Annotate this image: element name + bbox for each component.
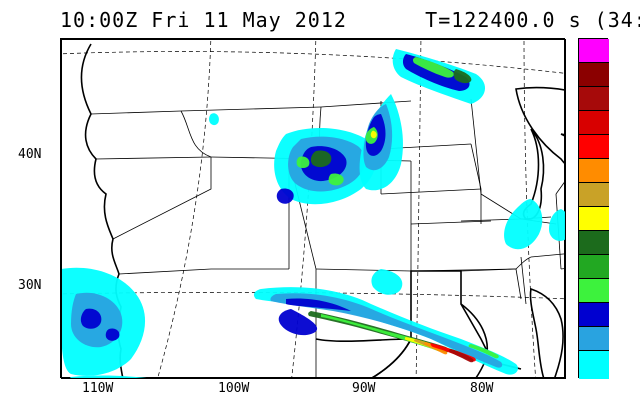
lon-label-110w: 110W <box>82 381 113 396</box>
legend-cell-13 <box>579 351 609 379</box>
precip-region-nw-light <box>209 113 219 125</box>
lake-superior-huron-outline <box>516 88 566 179</box>
state-border-mt-id <box>181 107 321 111</box>
map-frame[interactable] <box>60 38 565 378</box>
legend-cell-10 <box>579 279 609 303</box>
state-border-ne-ks <box>411 221 491 224</box>
state-border-mt-nd <box>321 101 411 107</box>
legend-cell-0 <box>579 39 609 63</box>
grid-line-lon1 <box>156 39 211 379</box>
legend-cell-4 <box>579 135 609 159</box>
state-border-ca-az <box>119 269 211 274</box>
state-border-tn-ky <box>531 251 566 257</box>
legend-cell-7 <box>579 207 609 231</box>
state-border-wa-or <box>91 111 181 114</box>
precip-region-diagonal-line-north <box>360 49 485 190</box>
legend-cell-9 <box>579 255 609 279</box>
state-border-sd-ne <box>381 189 481 194</box>
legend-cell-3 <box>579 111 609 135</box>
legend-cell-2 <box>579 87 609 111</box>
lat-label-30n: 30N <box>18 278 41 293</box>
lat-label-40n: 40N <box>18 147 41 162</box>
state-border-mn-wi <box>471 99 481 194</box>
legend-cell-1 <box>579 63 609 87</box>
lon-label-100w: 100W <box>218 381 249 396</box>
lon-label-80w: 80W <box>470 381 493 396</box>
legend-cell-11 <box>579 303 609 327</box>
state-border-ia-mn <box>471 144 481 189</box>
grid-line-lat1 <box>61 52 566 75</box>
legend-cell-5 <box>579 159 609 183</box>
state-border-co-nm <box>316 269 411 271</box>
state-border-id <box>181 111 211 157</box>
legend-cell-6 <box>579 183 609 207</box>
lon-label-90w: 90W <box>352 381 375 396</box>
legend-cell-8 <box>579 231 609 255</box>
legend-cell-12 <box>579 327 609 351</box>
precip-region-baja <box>61 268 145 376</box>
header-title: 10:00Z Fri 11 May 2012 T=122400.0 s (34:… <box>60 8 640 32</box>
state-border-ar-la <box>516 269 521 299</box>
state-border-or-ca <box>96 157 211 159</box>
florida-outline <box>530 289 563 379</box>
precip-legend[interactable]: 250. 200. 75. 50. 25. 20. 15. 10. 5. 2. … <box>578 38 608 378</box>
